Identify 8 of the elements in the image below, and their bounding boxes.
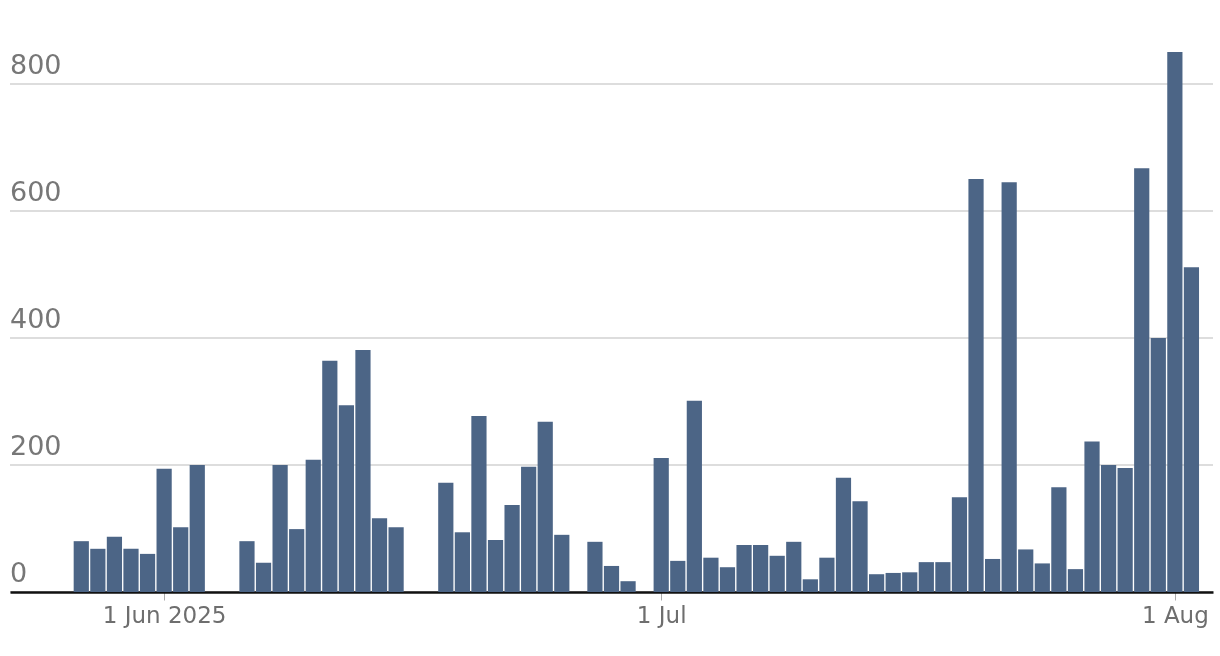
- y-tick-label: 0: [10, 557, 28, 588]
- y-tick-label: 200: [10, 429, 62, 461]
- y-tick-label: 800: [10, 48, 62, 80]
- y-tick-label: 600: [10, 175, 62, 207]
- x-tick-label: 1 Jun 2025: [102, 601, 227, 628]
- x-tick-label: 1 Aug: [1141, 601, 1209, 628]
- x-tick-label: 1 Jul: [636, 601, 687, 628]
- y-tick-label: 400: [10, 302, 62, 334]
